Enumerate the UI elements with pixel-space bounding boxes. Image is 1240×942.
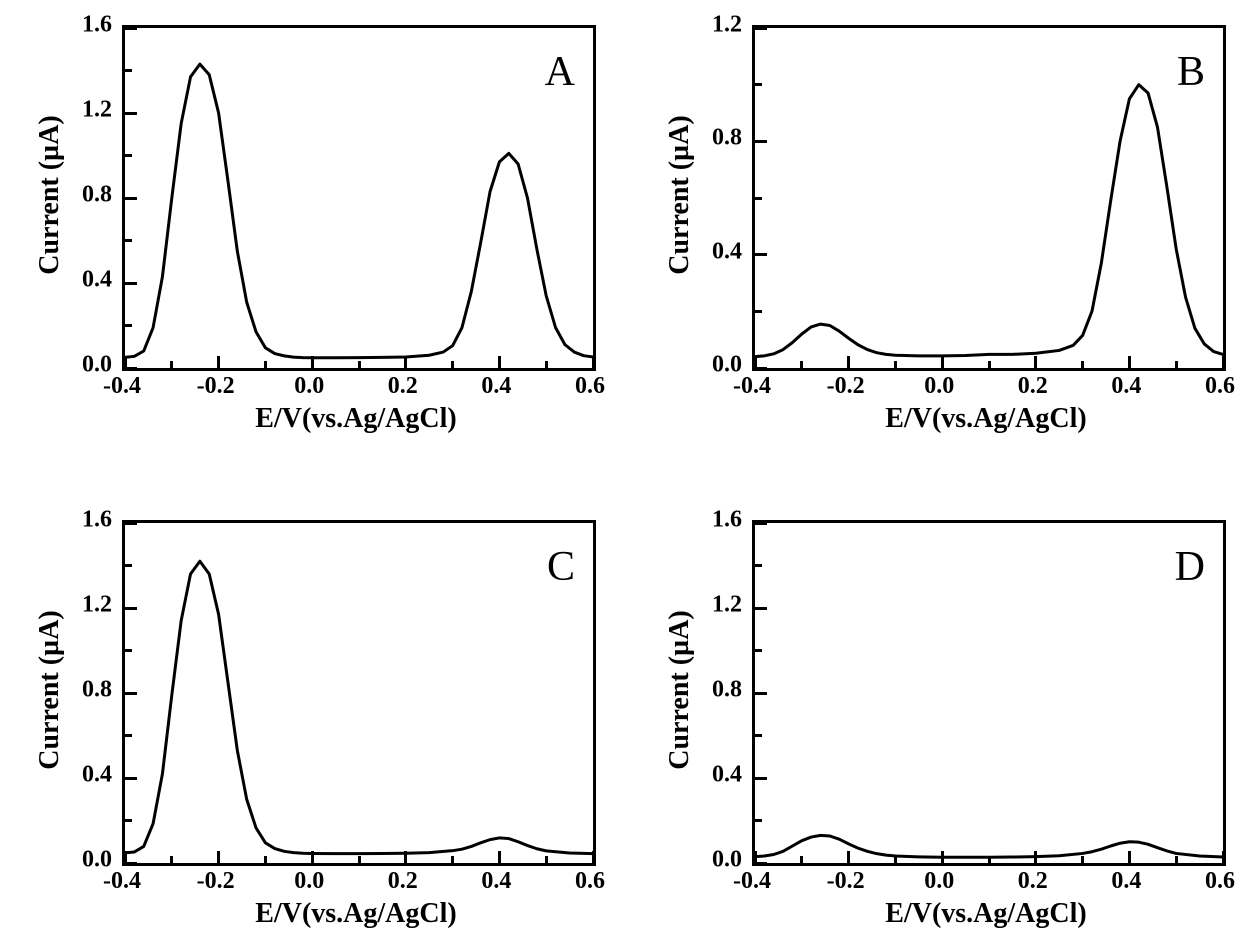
figure-container: A-0.4-0.20.00.20.40.60.00.40.81.21.6E/V(… (0, 0, 1240, 942)
ytick-label: 0.4 (82, 267, 112, 294)
ytick-label: 0.8 (82, 677, 112, 704)
ytick-label: 0.8 (82, 182, 112, 209)
ytick-label: 0.8 (712, 677, 742, 704)
plot-area-D: D (752, 520, 1226, 866)
xtick-label: 0.6 (575, 373, 605, 400)
xtick-label: 0.4 (481, 373, 511, 400)
xtick-label: 0.6 (1205, 373, 1235, 400)
xtick-label: 0.2 (388, 868, 418, 895)
xlabel: E/V(vs.Ag/AgCl) (255, 898, 456, 930)
xtick-label: 0.6 (575, 868, 605, 895)
xtick-label: -0.2 (827, 373, 865, 400)
ytick-label: 0.4 (82, 762, 112, 789)
ylabel: Current (µA) (34, 115, 66, 274)
ytick-label: 0.0 (82, 352, 112, 379)
ytick-label: 0.4 (712, 762, 742, 789)
xtick-label: 0.0 (924, 373, 954, 400)
panel-A: A-0.4-0.20.00.20.40.60.00.40.81.21.6E/V(… (10, 5, 600, 445)
xtick-label: 0.4 (1111, 868, 1141, 895)
xtick-label: 0.2 (388, 373, 418, 400)
ytick-label: 1.2 (82, 592, 112, 619)
xtick-label: 0.6 (1205, 868, 1235, 895)
xtick-label: 0.4 (481, 868, 511, 895)
xtick-label: 0.0 (924, 868, 954, 895)
panel-D: D-0.4-0.20.00.20.40.60.00.40.81.21.6E/V(… (640, 500, 1230, 940)
xtick-label: -0.2 (197, 868, 235, 895)
panel-B: B-0.4-0.20.00.20.40.60.00.40.81.2E/V(vs.… (640, 5, 1230, 445)
xtick-label: 0.0 (294, 373, 324, 400)
xtick-label: 0.2 (1018, 373, 1048, 400)
xtick-label: -0.2 (197, 373, 235, 400)
xlabel: E/V(vs.Ag/AgCl) (885, 898, 1086, 930)
ytick-label: 1.2 (82, 97, 112, 124)
ytick-label: 0.8 (712, 125, 742, 152)
plot-area-B: B (752, 25, 1226, 371)
ytick-label: 1.6 (82, 12, 112, 39)
ytick-label: 0.0 (712, 352, 742, 379)
ytick-label: 1.2 (712, 592, 742, 619)
panel-C: C-0.4-0.20.00.20.40.60.00.40.81.21.6E/V(… (10, 500, 600, 940)
ytick-label: 1.6 (712, 507, 742, 534)
ylabel: Current (µA) (34, 610, 66, 769)
curve-A (125, 28, 593, 368)
ytick-label: 1.2 (712, 12, 742, 39)
ytick-label: 0.0 (82, 847, 112, 874)
xlabel: E/V(vs.Ag/AgCl) (255, 403, 456, 435)
xtick-label: -0.2 (827, 868, 865, 895)
ytick-label: 1.6 (82, 507, 112, 534)
xtick-label: 0.2 (1018, 868, 1048, 895)
curve-D (755, 523, 1223, 863)
xtick-label: 0.4 (1111, 373, 1141, 400)
ytick-label: 0.4 (712, 238, 742, 265)
ylabel: Current (µA) (664, 610, 696, 769)
plot-area-A: A (122, 25, 596, 371)
curve-C (125, 523, 593, 863)
xlabel: E/V(vs.Ag/AgCl) (885, 403, 1086, 435)
curve-B (755, 28, 1223, 368)
ylabel: Current (µA) (664, 115, 696, 274)
ytick-label: 0.0 (712, 847, 742, 874)
plot-area-C: C (122, 520, 596, 866)
xtick-label: 0.0 (294, 868, 324, 895)
